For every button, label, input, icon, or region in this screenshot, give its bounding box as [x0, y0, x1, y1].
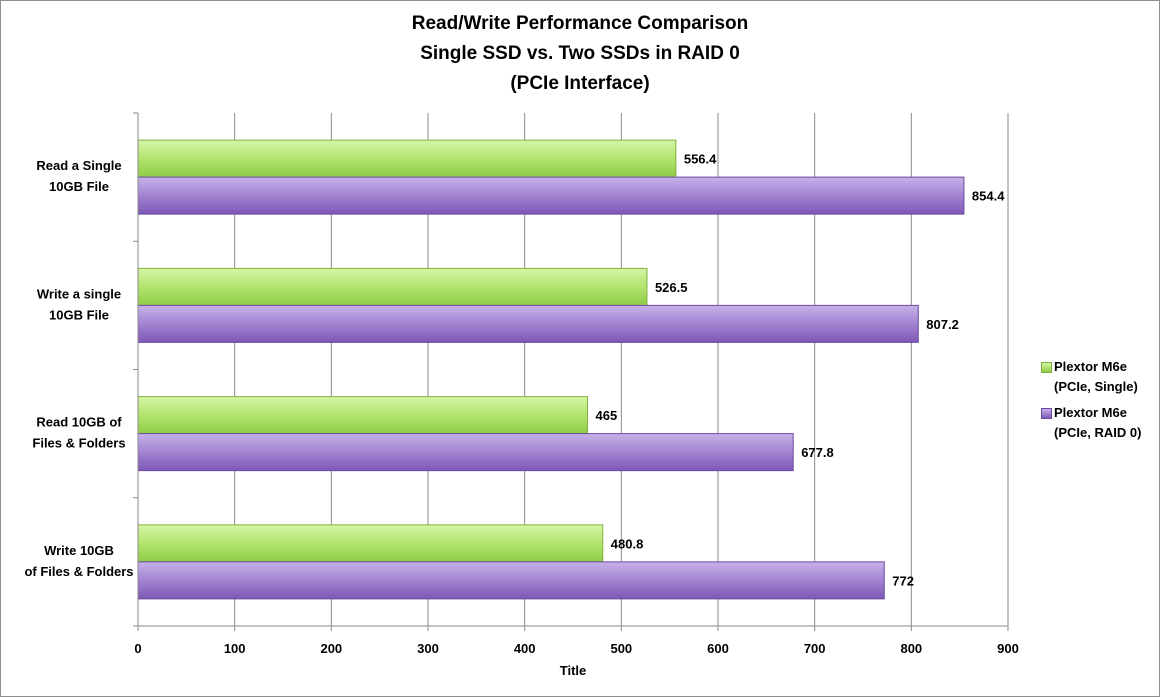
data-label: 480.8	[611, 536, 644, 551]
x-tick-label: 100	[224, 641, 246, 656]
legend-swatch-single	[1041, 362, 1052, 373]
x-axis-title: Title	[560, 663, 587, 678]
bar-raid0	[137, 433, 794, 472]
category-label: 10GB File	[49, 307, 109, 322]
data-label: 807.2	[926, 317, 959, 332]
data-label: 677.8	[801, 445, 834, 460]
category-label: Write 10GB	[44, 543, 114, 558]
bar-single	[137, 267, 648, 306]
category-label: 10GB File	[49, 179, 109, 194]
legend-entry-single: Plextor M6e (PCIe, Single)	[1041, 357, 1138, 397]
bar-single	[137, 139, 677, 178]
x-tick-label: 400	[514, 641, 536, 656]
chart-title-line-1: Read/Write Performance Comparison	[411, 13, 749, 34]
x-tick-label: 800	[900, 641, 922, 656]
legend-entry-raid0: Plextor M6e (PCIe, RAID 0)	[1041, 403, 1142, 443]
chart-title-line-3: (PCIe Interface)	[510, 73, 650, 94]
bar-single	[137, 396, 588, 435]
x-tick-label: 900	[997, 641, 1019, 656]
axes	[133, 112, 1009, 631]
legend-label-raid0-line-2: (PCIe, RAID 0)	[1054, 425, 1142, 440]
bar-raid0	[137, 176, 965, 215]
category-label: Files & Folders	[32, 436, 125, 451]
data-label: 465	[596, 408, 618, 423]
bar-single	[137, 524, 604, 563]
category-label: Read a Single	[36, 158, 121, 173]
labels: 0 100 200 300 400 500 600 700 800 900 556.4 854.4 Re…	[24, 152, 1018, 678]
data-label: 772	[892, 573, 914, 588]
bar-raid0	[137, 561, 885, 600]
bar-raid0	[137, 304, 919, 343]
category-label: Read 10GB of	[36, 415, 122, 430]
legend-label-single-line-2: (PCIe, Single)	[1054, 379, 1138, 394]
data-label: 556.4	[684, 152, 717, 167]
category-label: of Files & Folders	[24, 564, 133, 579]
x-tick-label: 500	[610, 641, 632, 656]
x-tick-label: 600	[707, 641, 729, 656]
bars	[137, 139, 965, 600]
x-tick-label: 0	[134, 641, 141, 656]
x-tick-label: 200	[320, 641, 342, 656]
x-tick-label: 700	[804, 641, 826, 656]
legend-label-single-line-1: Plextor M6e	[1054, 359, 1127, 374]
data-label: 526.5	[655, 280, 688, 295]
x-tick-label: 300	[417, 641, 439, 656]
data-label: 854.4	[972, 189, 1005, 204]
legend-label-raid0-line-1: Plextor M6e	[1054, 405, 1127, 420]
legend-swatch-raid0	[1041, 408, 1052, 419]
chart-title-line-2: Single SSD vs. Two SSDs in RAID 0	[420, 43, 740, 64]
category-label: Write a single	[37, 286, 121, 301]
